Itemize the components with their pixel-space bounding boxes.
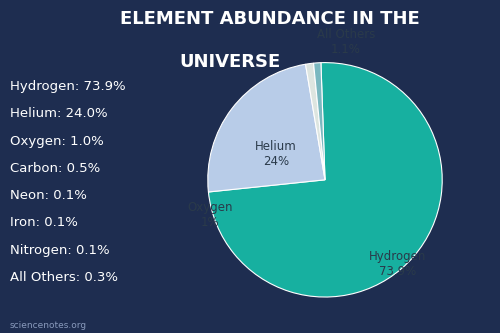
Text: ELEMENT ABUNDANCE IN THE: ELEMENT ABUNDANCE IN THE xyxy=(120,10,420,28)
Text: Nitrogen: 0.1%: Nitrogen: 0.1% xyxy=(10,244,110,257)
Text: Helium
24%: Helium 24% xyxy=(255,140,296,168)
Text: Oxygen
1%: Oxygen 1% xyxy=(188,201,233,229)
Text: Helium: 24.0%: Helium: 24.0% xyxy=(10,107,108,120)
Text: Hydrogen: 73.9%: Hydrogen: 73.9% xyxy=(10,80,126,93)
Text: sciencenotes.org: sciencenotes.org xyxy=(10,321,87,330)
Wedge shape xyxy=(208,64,325,192)
Wedge shape xyxy=(208,63,442,297)
Text: Oxygen: 1.0%: Oxygen: 1.0% xyxy=(10,135,104,148)
Text: Carbon: 0.5%: Carbon: 0.5% xyxy=(10,162,100,175)
Text: Neon: 0.1%: Neon: 0.1% xyxy=(10,189,87,202)
Text: All Others: 0.3%: All Others: 0.3% xyxy=(10,271,118,284)
Wedge shape xyxy=(314,63,325,180)
Text: All Others
1.1%: All Others 1.1% xyxy=(317,28,376,56)
Wedge shape xyxy=(306,63,325,180)
Text: Iron: 0.1%: Iron: 0.1% xyxy=(10,216,78,229)
Text: UNIVERSE: UNIVERSE xyxy=(180,53,280,71)
Text: Hydrogen
73.9%: Hydrogen 73.9% xyxy=(369,250,426,278)
